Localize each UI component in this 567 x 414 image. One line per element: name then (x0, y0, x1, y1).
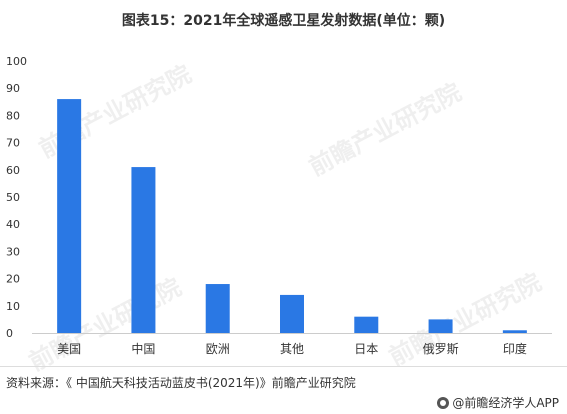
y-tick-label: 20 (6, 273, 20, 286)
bar-chart: 0 10 20 30 40 50 60 70 80 90 100 美国 中国 欧洲 其他 日本 俄罗斯 印度 (6, 55, 552, 356)
bar-6 (502, 330, 527, 333)
bar-1 (131, 167, 156, 333)
y-tick-label: 50 (6, 191, 20, 204)
bar-5 (428, 319, 453, 333)
source-note: 资料来源：《 中国航天科技活动蓝皮书(2021年)》前瞻产业研究院 (6, 376, 356, 390)
x-tick-label: 其他 (280, 342, 304, 356)
brand-credit: @前瞻经济学人APP (437, 394, 559, 411)
bar-3 (280, 294, 304, 333)
x-tick-label: 俄罗斯 (423, 342, 459, 356)
y-tick-label: 30 (6, 245, 20, 258)
bar-2 (205, 284, 230, 333)
brand-text: @前瞻经济学人APP (452, 396, 559, 410)
bars-group (57, 99, 527, 333)
x-tick-label: 欧洲 (206, 342, 230, 356)
y-tick-label: 40 (6, 218, 20, 231)
bar-4 (354, 316, 379, 333)
y-tick-label: 90 (6, 82, 20, 95)
y-tick-label: 10 (6, 300, 20, 313)
bar-0 (57, 99, 82, 333)
chart-title: 图表15：2021年全球遥感卫星发射数据(单位：颗) (121, 13, 446, 29)
x-tick-label: 印度 (503, 341, 527, 356)
x-tick-label: 日本 (354, 342, 378, 356)
y-tick-label: 0 (6, 327, 13, 340)
y-tick-label: 100 (6, 55, 27, 68)
y-tick-label: 80 (6, 109, 20, 122)
x-axis-labels: 美国 中国 欧洲 其他 日本 俄罗斯 印度 (57, 341, 527, 356)
x-tick-label: 中国 (131, 341, 155, 356)
y-tick-label: 70 (6, 137, 20, 150)
footer-divider (0, 366, 567, 367)
x-tick-label: 美国 (57, 342, 81, 356)
y-axis-ticks: 0 10 20 30 40 50 60 70 80 90 100 (6, 55, 27, 340)
brand-logo-icon (437, 396, 450, 409)
y-tick-label: 60 (6, 164, 20, 177)
